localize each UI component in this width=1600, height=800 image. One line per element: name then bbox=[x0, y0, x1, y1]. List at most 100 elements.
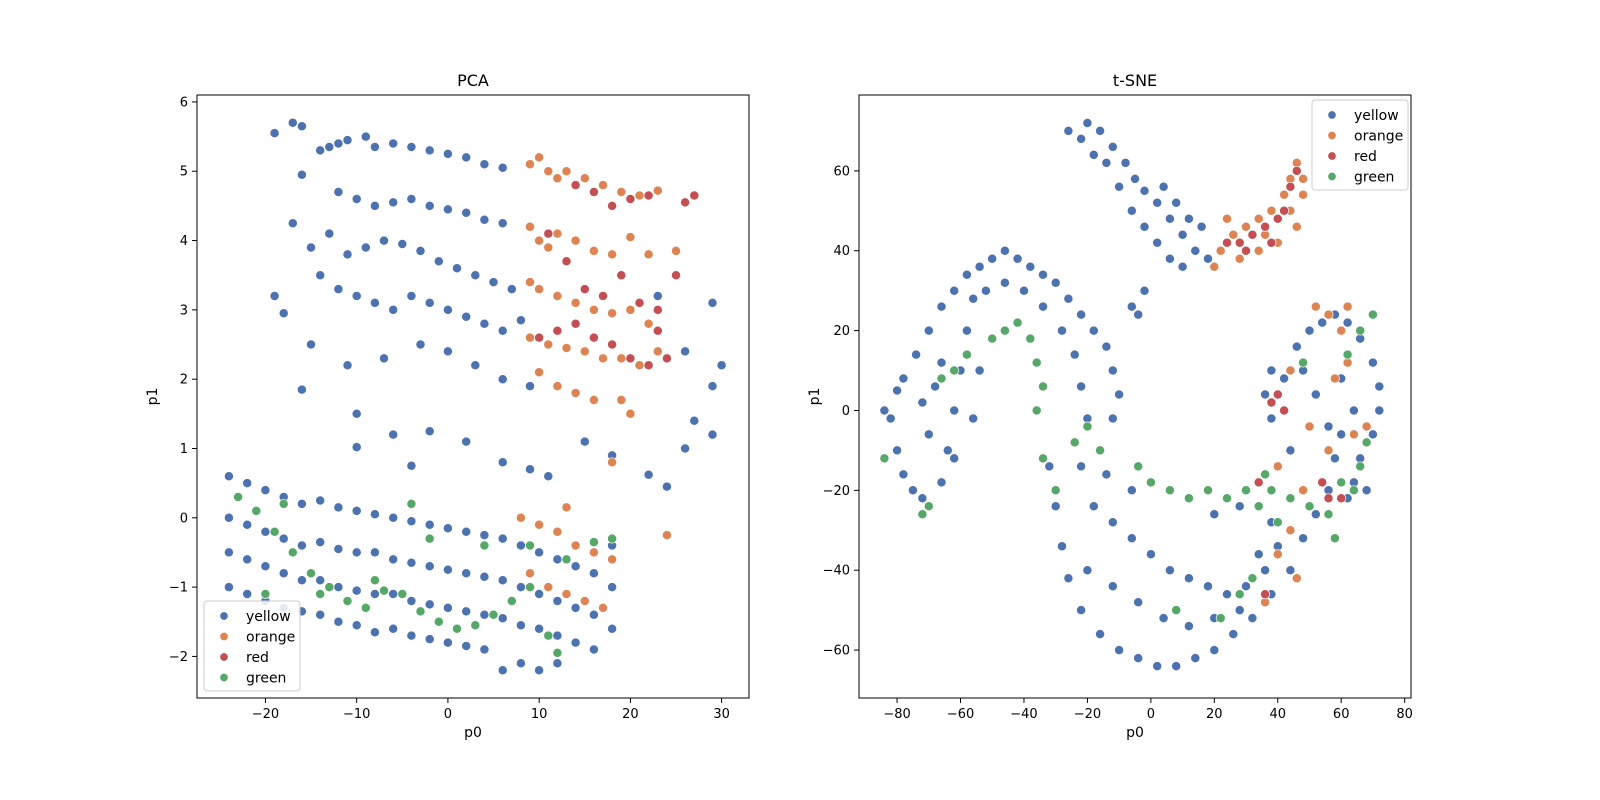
point-orange bbox=[634, 190, 645, 201]
point-yellow bbox=[406, 596, 417, 606]
point-yellow bbox=[442, 204, 453, 215]
point-yellow bbox=[342, 360, 353, 371]
point-green bbox=[1069, 437, 1080, 448]
point-yellow bbox=[936, 477, 947, 488]
point-red bbox=[1323, 493, 1334, 504]
point-yellow bbox=[223, 582, 234, 593]
point-yellow bbox=[442, 523, 453, 534]
point-yellow bbox=[1019, 285, 1029, 296]
point-yellow bbox=[369, 297, 380, 308]
point-orange bbox=[579, 596, 590, 606]
point-yellow bbox=[1114, 389, 1125, 400]
point-yellow bbox=[415, 339, 426, 350]
point-yellow bbox=[497, 162, 508, 173]
point-red bbox=[671, 270, 681, 281]
point-yellow bbox=[930, 381, 941, 392]
point-yellow bbox=[388, 512, 399, 523]
x-tick-label: 0 bbox=[1147, 707, 1155, 722]
point-yellow bbox=[497, 533, 508, 544]
point-red bbox=[1260, 221, 1271, 232]
point-green bbox=[406, 498, 417, 509]
tsne-y-ticks: −60 −40 −20 0 20 40 60 bbox=[823, 164, 859, 659]
point-yellow bbox=[296, 575, 307, 586]
point-yellow bbox=[223, 512, 234, 523]
point-yellow bbox=[369, 509, 380, 520]
point-yellow bbox=[974, 365, 985, 376]
point-yellow bbox=[1050, 501, 1061, 512]
point-orange bbox=[607, 249, 618, 260]
pca-x-axis-label: p0 bbox=[464, 725, 482, 741]
point-yellow bbox=[260, 485, 271, 496]
pca-scatter-points bbox=[223, 117, 727, 676]
point-yellow bbox=[360, 131, 371, 142]
point-green bbox=[936, 373, 947, 384]
point-yellow bbox=[497, 374, 508, 385]
point-red bbox=[661, 353, 672, 364]
point-yellow bbox=[607, 623, 618, 634]
point-orange bbox=[1279, 189, 1290, 200]
x-tick-label: −20 bbox=[252, 707, 279, 722]
point-yellow bbox=[1120, 157, 1131, 168]
point-yellow bbox=[315, 609, 326, 620]
point-yellow bbox=[287, 117, 298, 128]
point-orange bbox=[525, 277, 535, 288]
point-red bbox=[561, 256, 572, 267]
point-green bbox=[961, 349, 972, 360]
point-yellow bbox=[424, 519, 435, 530]
point-yellow bbox=[388, 304, 399, 315]
legend-label-red: red bbox=[246, 650, 269, 666]
y-tick-label: 5 bbox=[180, 165, 188, 180]
point-yellow bbox=[588, 644, 599, 655]
point-yellow bbox=[1228, 629, 1239, 640]
point-yellow bbox=[406, 630, 417, 641]
point-orange bbox=[671, 245, 681, 256]
legend-label-yellow: yellow bbox=[246, 609, 291, 625]
point-orange bbox=[634, 360, 645, 371]
point-yellow bbox=[479, 609, 490, 620]
point-yellow bbox=[342, 249, 353, 260]
point-green bbox=[1234, 589, 1245, 600]
point-yellow bbox=[689, 415, 700, 426]
point-yellow bbox=[923, 325, 934, 336]
point-yellow bbox=[1183, 621, 1194, 632]
point-yellow bbox=[1057, 325, 1067, 336]
point-yellow bbox=[999, 277, 1010, 288]
point-yellow bbox=[388, 589, 399, 599]
point-yellow bbox=[949, 453, 960, 464]
point-yellow bbox=[369, 200, 380, 211]
point-yellow bbox=[333, 138, 344, 149]
point-red bbox=[1336, 493, 1347, 504]
point-yellow bbox=[287, 218, 298, 229]
point-red bbox=[570, 180, 581, 191]
point-yellow bbox=[479, 530, 490, 541]
point-yellow bbox=[1164, 565, 1175, 576]
point-yellow bbox=[1145, 549, 1156, 560]
point-green bbox=[360, 602, 371, 613]
point-yellow bbox=[306, 339, 316, 350]
point-orange bbox=[1234, 253, 1245, 264]
point-orange bbox=[625, 408, 636, 419]
point-yellow bbox=[497, 218, 508, 229]
point-yellow bbox=[351, 547, 362, 558]
point-yellow bbox=[351, 291, 362, 301]
point-orange bbox=[588, 547, 599, 558]
y-tick-label: 20 bbox=[833, 324, 850, 339]
y-tick-label: −20 bbox=[823, 484, 850, 499]
point-orange bbox=[1291, 573, 1302, 584]
point-green bbox=[923, 501, 934, 512]
point-yellow bbox=[1209, 645, 1220, 656]
point-yellow bbox=[1241, 581, 1251, 592]
point-yellow bbox=[296, 540, 307, 551]
point-green bbox=[324, 582, 335, 593]
point-yellow bbox=[269, 128, 280, 139]
point-yellow bbox=[260, 561, 271, 572]
point-orange bbox=[543, 339, 554, 350]
point-orange bbox=[643, 318, 654, 329]
point-yellow bbox=[324, 142, 335, 152]
x-tick-label: −80 bbox=[883, 707, 910, 722]
legend-marker-green bbox=[1327, 171, 1337, 182]
point-yellow bbox=[315, 537, 326, 548]
point-green bbox=[506, 596, 517, 606]
point-yellow bbox=[643, 469, 654, 480]
point-yellow bbox=[479, 318, 490, 329]
